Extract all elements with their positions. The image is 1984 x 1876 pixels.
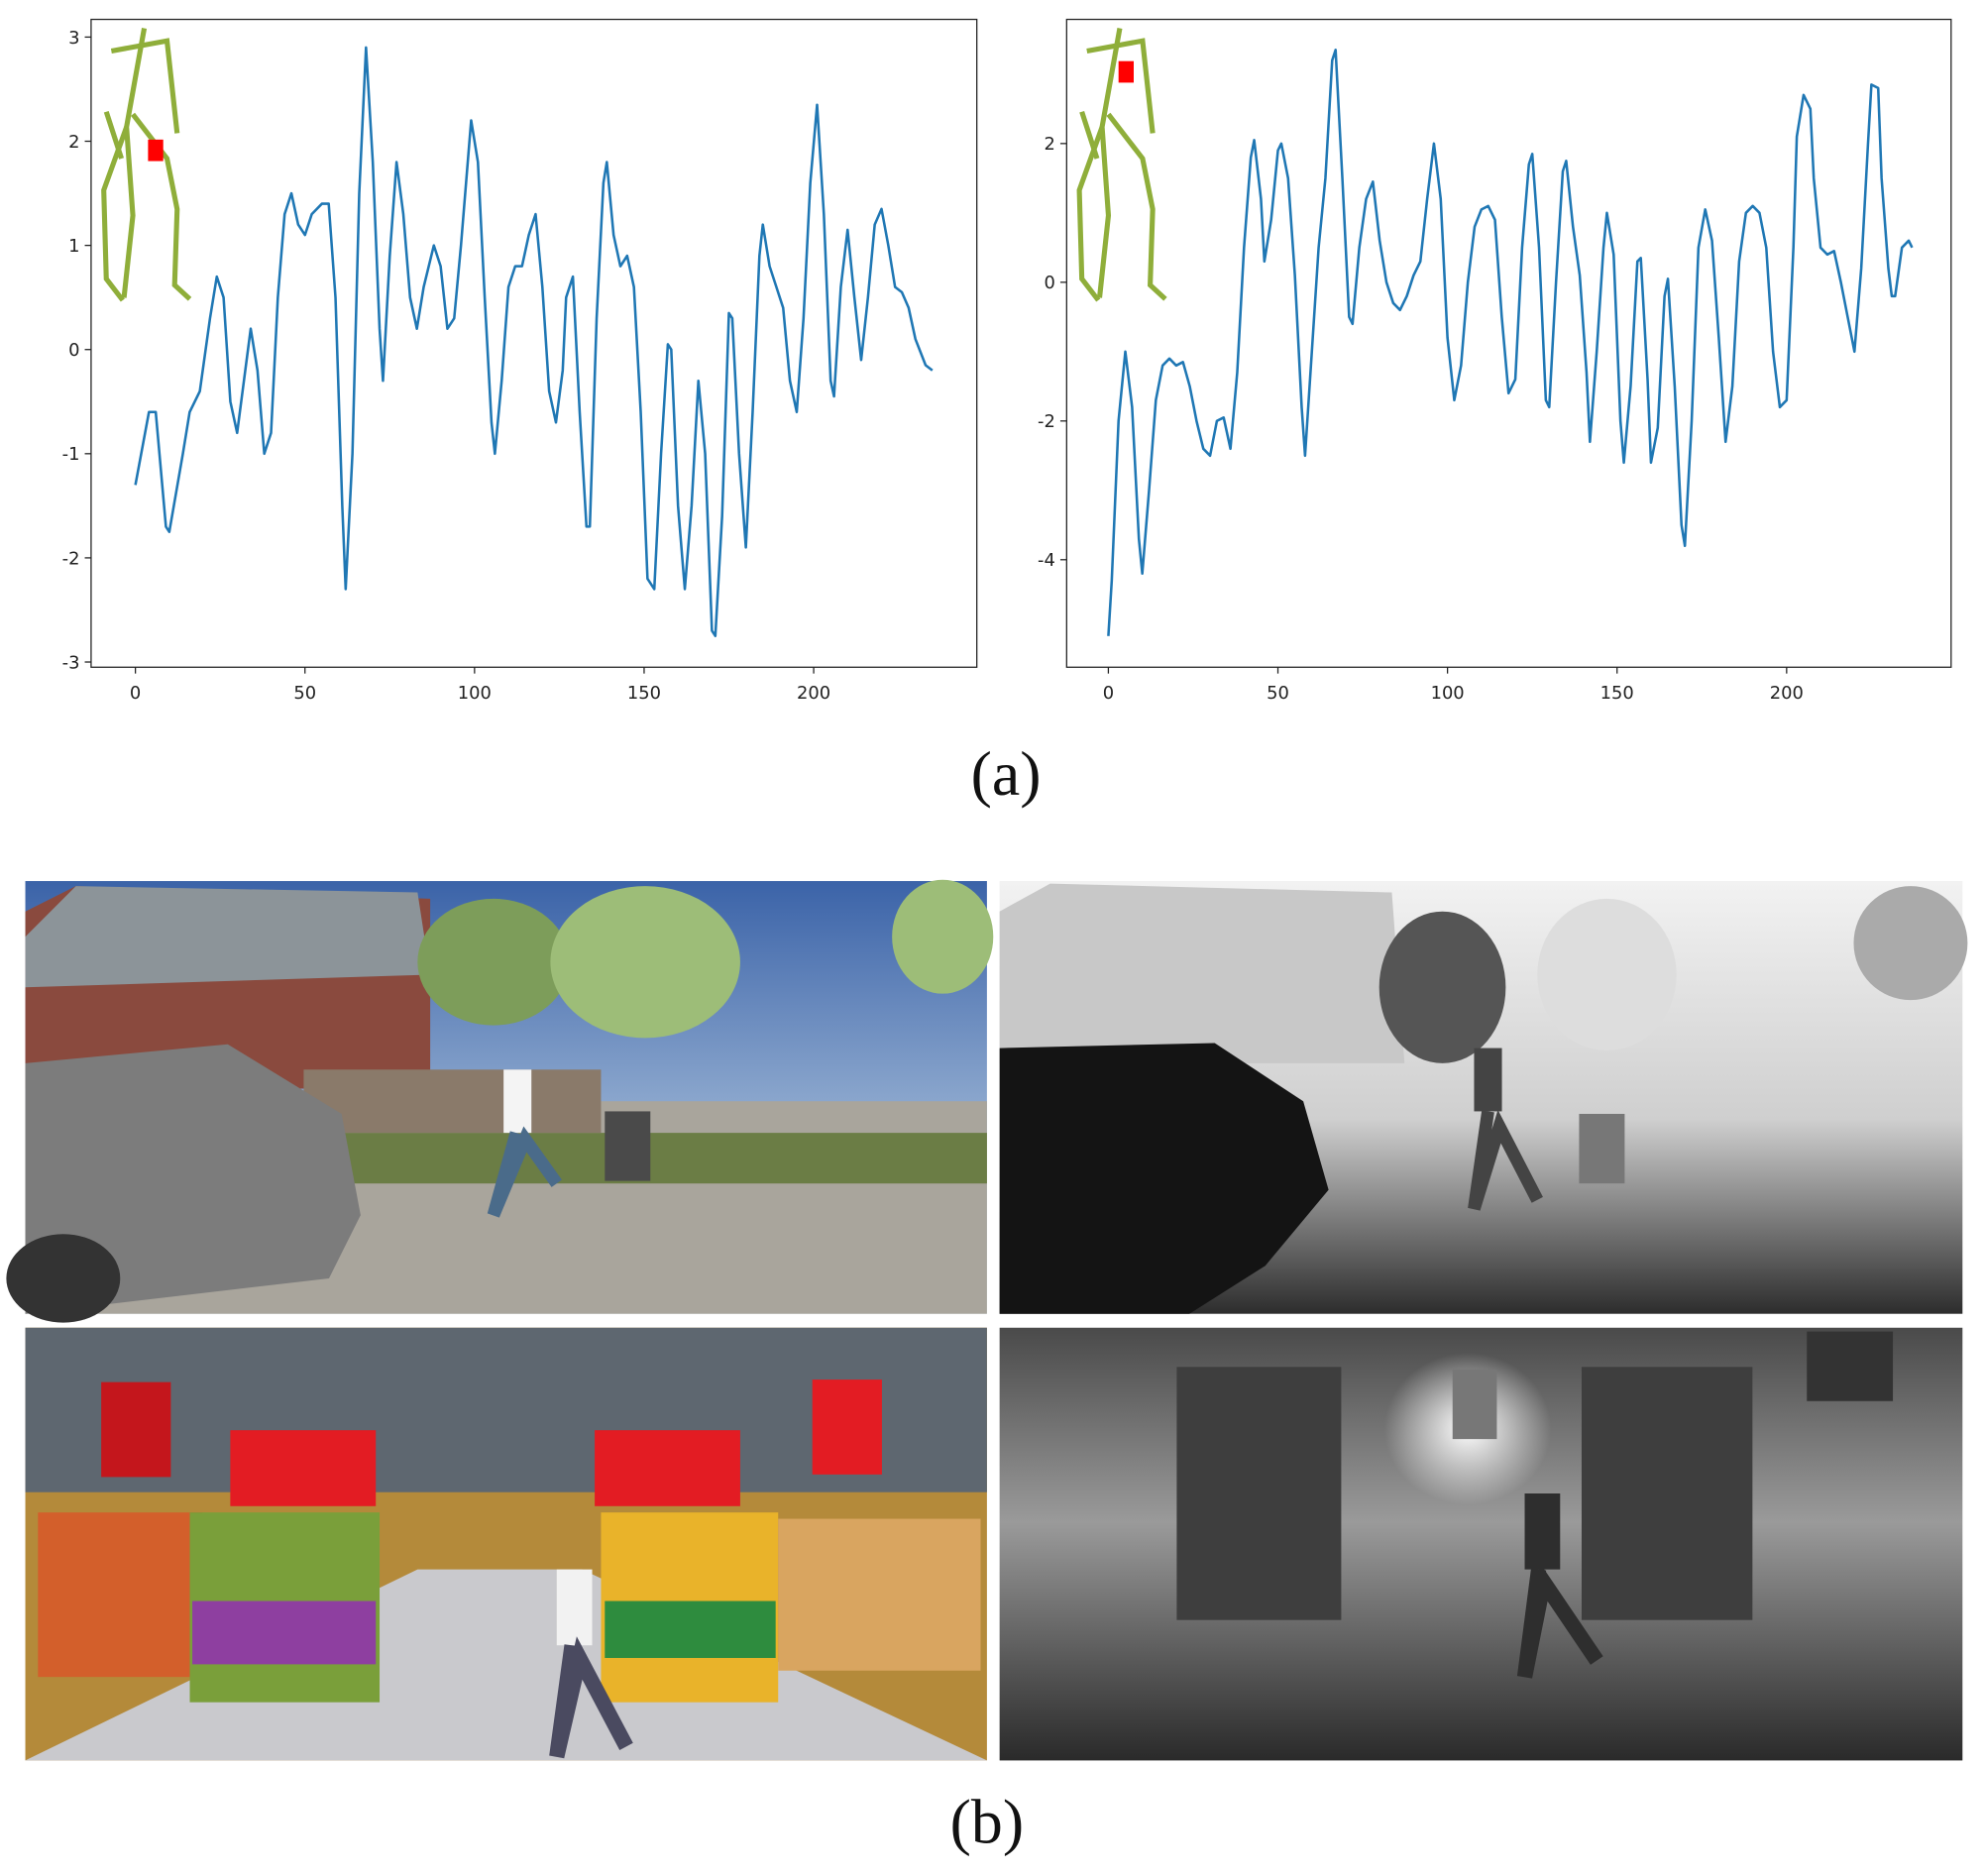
plot-frame	[1065, 18, 1952, 668]
y-tick-label: -2	[62, 548, 80, 569]
x-tick-label: 150	[1600, 683, 1634, 704]
rgb-image-outdoor	[6, 879, 994, 1323]
y-tick-label: 1	[68, 236, 79, 257]
data-line	[134, 46, 934, 638]
joint-marker	[1118, 60, 1134, 83]
x-tick-label: 50	[293, 683, 316, 704]
y-tick-label: -3	[62, 652, 80, 673]
x-tick-label: 200	[1770, 683, 1804, 704]
rgb-image-store	[25, 1327, 987, 1761]
y-tick-label: 2	[1044, 134, 1054, 155]
joint-marker	[148, 139, 164, 162]
depth-image-store	[999, 1327, 1963, 1761]
x-tick-label: 100	[458, 683, 492, 704]
x-tick-label: 150	[627, 683, 661, 704]
skeleton-icon	[1076, 28, 1167, 302]
y-tick-label: 0	[1044, 273, 1054, 293]
y-tick-label: -2	[1038, 411, 1055, 432]
x-tick-label: 50	[1267, 683, 1289, 704]
caption: (b)	[950, 1786, 1024, 1856]
data-line	[1107, 49, 1914, 636]
plot-frame	[90, 18, 978, 668]
y-tick-label: -1	[62, 444, 80, 465]
y-tick-label: -4	[1038, 550, 1055, 571]
x-tick-label: 200	[797, 683, 830, 704]
x-tick-label: 100	[1431, 683, 1465, 704]
y-tick-label: 0	[68, 340, 79, 361]
x-tick-label: 0	[130, 683, 141, 704]
y-tick-label: 3	[68, 28, 79, 49]
y-tick-label: 2	[68, 132, 79, 153]
x-tick-label: 0	[1103, 683, 1114, 704]
skeleton-icon	[101, 28, 192, 302]
caption: (a)	[971, 738, 1042, 809]
depth-image-outdoor	[999, 881, 1968, 1314]
